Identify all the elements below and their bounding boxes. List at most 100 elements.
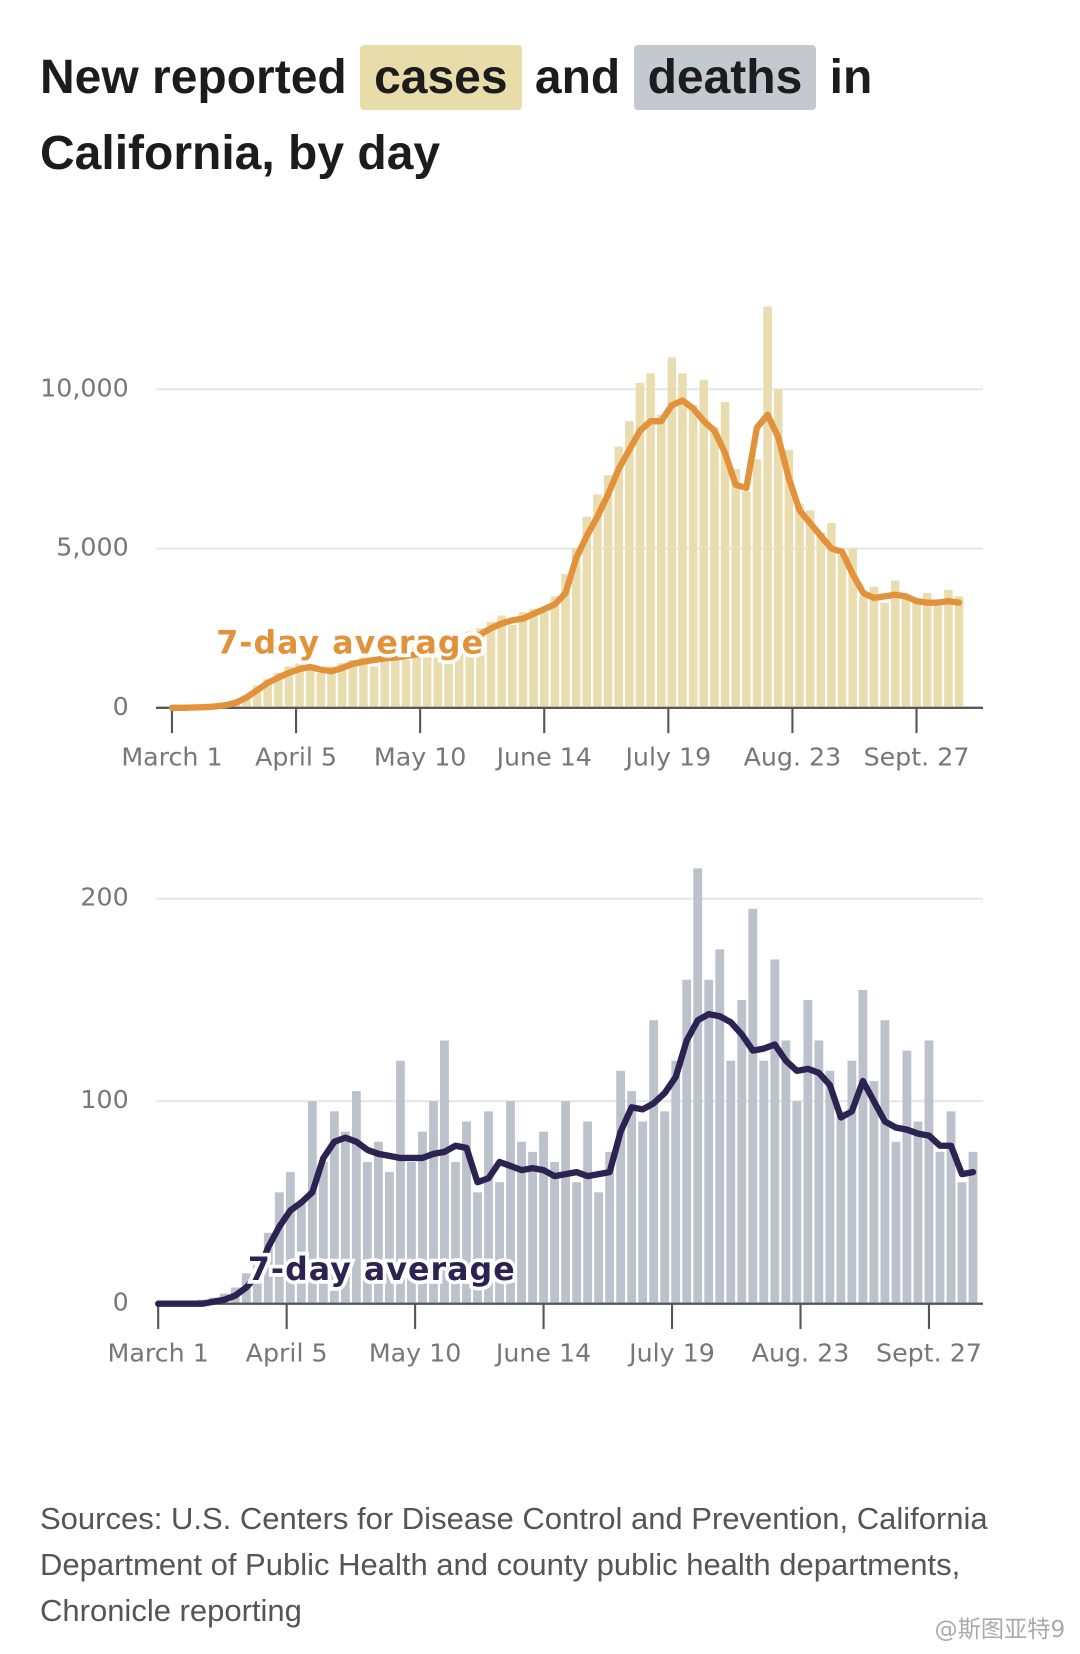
bar bbox=[594, 1192, 604, 1304]
bar bbox=[803, 999, 813, 1304]
bar bbox=[957, 1182, 967, 1304]
bar bbox=[380, 656, 389, 708]
bar bbox=[362, 1161, 372, 1304]
bar bbox=[935, 1151, 945, 1304]
title-cases: cases bbox=[360, 45, 522, 110]
bar bbox=[912, 599, 921, 708]
bar bbox=[582, 516, 592, 708]
bar bbox=[678, 373, 687, 708]
average-line bbox=[155, 1010, 977, 1307]
bar bbox=[440, 1040, 449, 1304]
bar bbox=[671, 1060, 681, 1304]
title-part: New reported bbox=[40, 51, 347, 104]
bar bbox=[571, 548, 581, 708]
title-deaths: deaths bbox=[633, 45, 817, 110]
bar bbox=[374, 1141, 383, 1304]
bar bbox=[359, 653, 368, 708]
bar bbox=[486, 621, 496, 708]
bar bbox=[848, 548, 857, 708]
bar bbox=[913, 1121, 923, 1304]
bar bbox=[518, 612, 528, 708]
bar bbox=[759, 1060, 769, 1304]
bar bbox=[869, 586, 879, 708]
bar bbox=[550, 1161, 559, 1304]
bar bbox=[451, 1161, 460, 1304]
bar bbox=[616, 1070, 626, 1304]
bar bbox=[454, 644, 464, 708]
bar bbox=[242, 695, 251, 708]
bar bbox=[285, 1172, 295, 1304]
bar bbox=[693, 868, 703, 1304]
y-tick-label: 0 bbox=[113, 1288, 129, 1317]
bar bbox=[625, 421, 634, 708]
bar bbox=[484, 1111, 493, 1304]
x-tick-label: July 19 bbox=[623, 742, 711, 771]
bar bbox=[784, 449, 794, 708]
x-tick-label: March 1 bbox=[121, 742, 222, 771]
bar bbox=[561, 1101, 571, 1304]
bar bbox=[805, 510, 815, 708]
title-part: in California, by day bbox=[40, 51, 873, 180]
bar bbox=[646, 373, 655, 708]
bar bbox=[284, 666, 294, 708]
bar bbox=[946, 1111, 956, 1304]
bar bbox=[737, 999, 747, 1304]
bar bbox=[539, 1131, 548, 1304]
bar bbox=[327, 666, 336, 708]
bar bbox=[561, 574, 570, 708]
x-tick-label: April 5 bbox=[255, 742, 337, 771]
bar bbox=[781, 1040, 791, 1304]
bar bbox=[412, 647, 421, 708]
bar bbox=[476, 628, 485, 708]
bar bbox=[688, 405, 698, 708]
bar bbox=[396, 1060, 405, 1304]
bar bbox=[369, 666, 379, 708]
watermark: @斯图亚特9 bbox=[935, 1616, 1066, 1643]
x-tick-label: Aug. 23 bbox=[744, 742, 842, 771]
bar bbox=[859, 596, 868, 708]
bar bbox=[792, 1101, 802, 1304]
bar bbox=[880, 602, 889, 708]
bar bbox=[337, 663, 347, 708]
bar bbox=[473, 1192, 482, 1304]
bar bbox=[922, 593, 932, 708]
bar bbox=[506, 1101, 515, 1304]
bar bbox=[858, 989, 868, 1304]
bar bbox=[880, 1020, 890, 1304]
y-tick-label: 0 bbox=[113, 692, 129, 721]
bar bbox=[944, 589, 953, 708]
x-tick-label: July 19 bbox=[627, 1338, 715, 1367]
bar bbox=[593, 494, 602, 708]
bar bbox=[340, 1131, 350, 1304]
bar bbox=[816, 532, 826, 708]
bar bbox=[444, 640, 453, 708]
bar bbox=[638, 1121, 648, 1304]
bar bbox=[720, 402, 730, 708]
bar bbox=[517, 1141, 526, 1304]
bar bbox=[263, 679, 272, 708]
x-tick-label: March 1 bbox=[108, 1338, 209, 1367]
bar bbox=[550, 596, 560, 708]
bar bbox=[614, 446, 623, 708]
bar bbox=[433, 650, 443, 708]
bar bbox=[773, 389, 783, 708]
bar bbox=[731, 468, 740, 708]
bar bbox=[660, 1111, 670, 1304]
bar bbox=[307, 1101, 317, 1304]
x-tick-label: June 14 bbox=[494, 1338, 591, 1367]
bar bbox=[752, 459, 762, 708]
bar bbox=[837, 554, 847, 708]
x-tick-label: May 10 bbox=[374, 742, 467, 771]
x-tick-label: Aug. 23 bbox=[752, 1338, 850, 1367]
bar bbox=[529, 609, 538, 708]
average-line bbox=[168, 397, 963, 711]
bar bbox=[954, 596, 964, 708]
bar bbox=[847, 1060, 857, 1304]
bar bbox=[296, 1202, 306, 1304]
title: New reported cases and deaths in Califor… bbox=[40, 40, 1000, 192]
bar bbox=[418, 1131, 427, 1304]
y-tick-label: 5,000 bbox=[56, 533, 128, 562]
bar bbox=[295, 663, 304, 708]
bar bbox=[528, 1151, 537, 1304]
